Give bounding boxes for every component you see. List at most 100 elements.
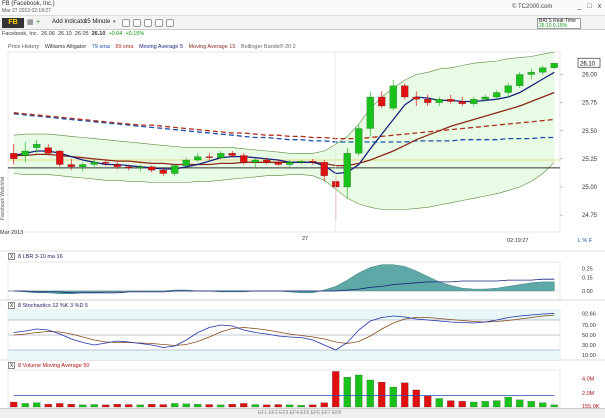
time-axis-right: 02:19:27 xyxy=(507,238,529,244)
volume-bar xyxy=(401,382,409,408)
candle-body xyxy=(343,153,351,188)
realtime-pct: 0.15% xyxy=(552,23,568,29)
text-icon[interactable] xyxy=(155,19,163,27)
volume-bar xyxy=(343,377,351,408)
volume-bar xyxy=(435,398,443,408)
layout-icon[interactable]: ▦ xyxy=(27,19,34,26)
axis-mode-toggle[interactable]: L % F xyxy=(578,238,593,244)
legend-price-history[interactable]: Price History xyxy=(8,44,40,50)
stoch-k-line xyxy=(13,313,555,351)
zoom-icon[interactable] xyxy=(133,19,141,27)
time-axis-mid: 27 xyxy=(302,236,309,242)
candle-body xyxy=(286,162,294,165)
volume-bar xyxy=(309,404,317,408)
candle-body xyxy=(21,150,29,156)
close-panel-volume[interactable]: X xyxy=(8,362,15,369)
volume-bar xyxy=(79,404,87,408)
crosshair-icon[interactable] xyxy=(166,19,174,27)
candle-body xyxy=(378,96,386,107)
candle-body xyxy=(205,156,213,158)
add-icon[interactable]: + xyxy=(36,19,41,26)
quote-line: Facebook, Inc. 26.06 26.10 26.05 26.10 +… xyxy=(2,31,144,37)
toolbar: FB ▦ + Add Indicator 15 Minute ▾ BATS Re… xyxy=(0,16,605,30)
volume-bar xyxy=(102,404,110,408)
price-tick-label: 26.00 xyxy=(582,73,598,79)
legend-ma15[interactable]: Moving Average 15 xyxy=(188,44,236,50)
candle-body xyxy=(401,85,409,98)
close-panel-stoch[interactable]: X xyxy=(8,302,15,309)
candle-body xyxy=(159,170,167,174)
candle-body xyxy=(297,161,305,163)
sma79-line xyxy=(13,113,555,143)
close-button[interactable]: x xyxy=(597,3,602,10)
interval-select[interactable]: 15 Minute xyxy=(84,19,111,25)
volume-bar xyxy=(171,403,179,408)
volume-bar xyxy=(21,403,29,408)
candle-body xyxy=(504,85,512,93)
stoch-tick-label: 30.00 xyxy=(582,343,596,349)
draw-line-icon[interactable] xyxy=(122,19,130,27)
candle-body xyxy=(481,96,489,100)
quote-change: +0.04 xyxy=(108,31,123,37)
candle-body xyxy=(171,165,179,174)
volume-bar xyxy=(240,403,248,408)
volume-bar xyxy=(194,404,202,408)
lbr-tick-label: 0.25 xyxy=(582,266,593,272)
quote-last: 26.10 xyxy=(91,31,106,37)
volume-bar xyxy=(320,402,328,408)
candle-body xyxy=(470,99,478,104)
add-indicator-button[interactable]: Add Indicator xyxy=(52,19,88,25)
time-axis-left: Mar 2013 xyxy=(0,230,24,236)
stoch-tick-label: 10.00 xyxy=(582,353,596,359)
candle-body xyxy=(240,155,248,163)
price-tick-label: 25.00 xyxy=(582,185,598,191)
candle-body xyxy=(309,161,317,163)
legend-ma5[interactable]: Moving Average 5 xyxy=(138,44,183,50)
function-keys: EF1 EF2 EF3 EF4 EF5 EF6 EF7 EF8 xyxy=(258,410,342,416)
candle-body xyxy=(56,150,64,165)
candle-body xyxy=(67,164,75,167)
volume-bar xyxy=(136,404,144,408)
candle-body xyxy=(320,162,328,176)
close-panel-lbr[interactable]: X xyxy=(8,253,15,260)
legend-sma79[interactable]: 79 sma xyxy=(91,44,110,50)
quote-high: 26.10 xyxy=(57,31,72,37)
quote-pct: +0.15% xyxy=(125,31,145,37)
volume-bar xyxy=(263,404,271,408)
ma15-line xyxy=(13,91,555,167)
candle-body xyxy=(113,164,121,167)
volume-bar xyxy=(516,399,524,408)
volume-header: 8 Volume Moving Average 50 xyxy=(18,363,90,369)
last-price-box xyxy=(577,57,601,68)
legend-bb[interactable]: Bollinger Bands® 20 2 xyxy=(240,44,296,50)
settings-icon[interactable] xyxy=(144,19,152,27)
volume-tick-label: 4.0M xyxy=(582,377,595,383)
volume-bar xyxy=(113,404,121,408)
candle-body xyxy=(435,99,443,103)
volume-bar xyxy=(90,404,98,408)
minimize-button[interactable]: _ xyxy=(577,3,582,10)
legend-alligator[interactable]: Williams Alligator xyxy=(44,44,87,50)
candle-body xyxy=(79,164,87,167)
candle-body xyxy=(493,92,501,98)
volume-bar xyxy=(493,400,501,408)
volume-bar xyxy=(274,404,282,408)
maximize-button[interactable]: □ xyxy=(587,3,592,10)
price-tick-label: 25.25 xyxy=(582,157,598,163)
volume-bar xyxy=(458,401,466,408)
volume-bar xyxy=(539,402,547,408)
volume-bar xyxy=(504,396,512,408)
volume-bar xyxy=(470,401,478,408)
stoch-tick-label: 50.00 xyxy=(582,333,596,339)
candle-body xyxy=(527,72,535,75)
candle-body xyxy=(458,101,466,104)
quote-low: 26.05 xyxy=(74,31,89,37)
candle-body xyxy=(389,85,397,109)
legend-xma89[interactable]: 89 xma xyxy=(115,44,134,50)
chevron-down-icon[interactable]: ▾ xyxy=(113,19,116,25)
volume-bar xyxy=(378,381,386,408)
bollinger-band-fill xyxy=(13,52,555,210)
symbol-box[interactable]: FB xyxy=(2,18,24,28)
candle-body xyxy=(550,63,558,68)
